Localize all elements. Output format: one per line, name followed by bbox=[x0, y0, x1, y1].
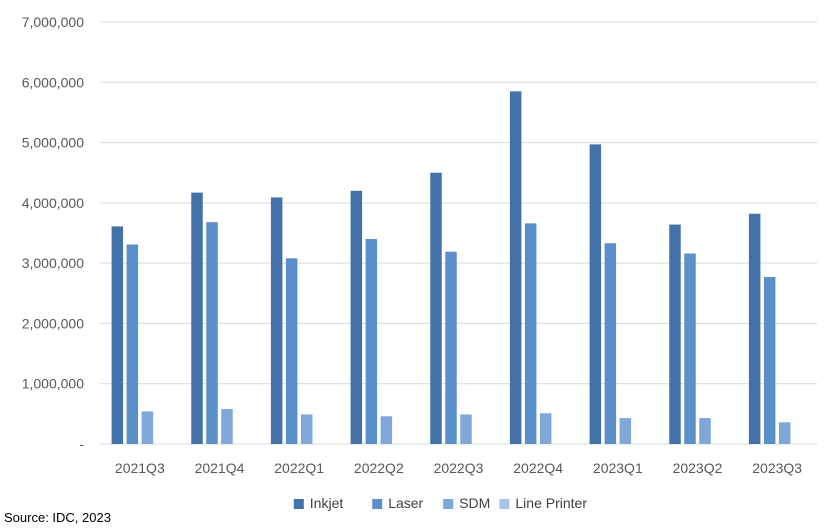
bar-laser-2022q3 bbox=[445, 251, 457, 444]
legend-swatch-sdm bbox=[443, 499, 454, 509]
bar-inkjet-2021q4 bbox=[191, 192, 203, 444]
legend-label-line-printer: Line Printer bbox=[515, 495, 587, 511]
x-tick-label: 2022Q3 bbox=[434, 460, 484, 476]
y-tick-label: - bbox=[79, 436, 84, 452]
legend-swatch-inkjet bbox=[293, 499, 304, 509]
bar-sdm-2023q1 bbox=[619, 418, 632, 444]
bar-sdm-2022q1 bbox=[300, 414, 313, 444]
y-axis-tick-labels: - 1,000,000 2,000,000 3,000,000 4,000,000 5,0… bbox=[22, 14, 85, 452]
bar-sdm-2021q3 bbox=[141, 411, 154, 444]
x-tick-label: 2022Q2 bbox=[354, 460, 404, 476]
x-tick-label: 2021Q4 bbox=[195, 460, 245, 476]
y-tick-label: 7,000,000 bbox=[22, 14, 84, 30]
bar-laser-2022q4 bbox=[524, 223, 537, 444]
x-tick-label: 2022Q1 bbox=[274, 460, 324, 476]
bar-inkjet-2022q3 bbox=[430, 172, 442, 444]
bar-sdm-2021q4 bbox=[221, 409, 233, 444]
y-tick-label: 2,000,000 bbox=[22, 315, 84, 331]
bar-sdm-2023q3 bbox=[778, 422, 791, 444]
x-axis-tick-labels: 2021Q3 2021Q4 2022Q1 2022Q2 2022Q3 2022Q4 2023… bbox=[115, 460, 802, 476]
y-tick-label: 4,000,000 bbox=[22, 195, 84, 211]
bar-inkjet-2023q1 bbox=[589, 144, 602, 444]
bar-sdm-2023q2 bbox=[699, 418, 711, 444]
y-tick-label: 3,000,000 bbox=[22, 255, 84, 271]
bar-laser-2022q1 bbox=[285, 258, 298, 444]
bar-inkjet-2022q4 bbox=[509, 91, 522, 444]
bar-inkjet-2022q2 bbox=[350, 190, 363, 444]
legend-label-laser: Laser bbox=[388, 495, 423, 511]
bar-inkjet-2021q3 bbox=[111, 226, 124, 444]
bar-sdm-2022q2 bbox=[380, 416, 393, 444]
legend-label-sdm: SDM bbox=[459, 495, 490, 511]
bar-sdm-2022q3 bbox=[460, 414, 472, 444]
bar-laser-2023q1 bbox=[604, 243, 617, 444]
legend-swatch-laser bbox=[372, 499, 383, 509]
legend-label-inkjet: Inkjet bbox=[310, 495, 344, 511]
legend: Inkjet Laser SDM Line Printer bbox=[293, 495, 587, 511]
y-tick-label: 6,000,000 bbox=[22, 74, 84, 90]
x-tick-label: 2023Q3 bbox=[752, 460, 802, 476]
bar-laser-2023q3 bbox=[763, 277, 776, 444]
bar-inkjet-2023q2 bbox=[669, 224, 681, 444]
y-tick-label: 5,000,000 bbox=[22, 135, 84, 151]
legend-swatch-line-printer bbox=[499, 499, 510, 509]
bar-laser-2021q4 bbox=[206, 222, 218, 444]
x-tick-label: 2022Q4 bbox=[513, 460, 563, 476]
bar-sdm-2022q4 bbox=[539, 413, 552, 444]
bar-laser-2021q3 bbox=[126, 244, 139, 444]
bar-inkjet-2022q1 bbox=[270, 197, 283, 444]
y-tick-label: 1,000,000 bbox=[22, 376, 84, 392]
x-tick-label: 2023Q1 bbox=[593, 460, 643, 476]
source-note: Source: IDC, 2023 bbox=[4, 510, 111, 525]
x-tick-label: 2023Q2 bbox=[673, 460, 723, 476]
bar-inkjet-2023q3 bbox=[748, 213, 761, 444]
gridlines bbox=[100, 21, 817, 445]
bar-laser-2022q2 bbox=[365, 239, 378, 444]
bars bbox=[111, 91, 791, 444]
bar-laser-2023q2 bbox=[684, 253, 696, 444]
x-tick-label: 2021Q3 bbox=[115, 460, 165, 476]
